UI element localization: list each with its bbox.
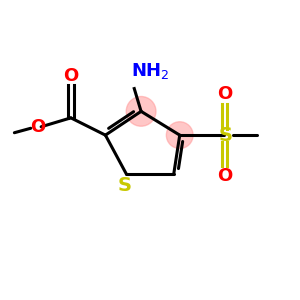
Text: S: S: [219, 126, 233, 145]
Circle shape: [126, 97, 156, 126]
Text: S: S: [118, 176, 132, 195]
Text: O: O: [217, 85, 232, 103]
Text: NH$_2$: NH$_2$: [131, 61, 169, 81]
Text: O: O: [63, 67, 79, 85]
Text: O: O: [31, 118, 46, 136]
Text: O: O: [217, 167, 232, 185]
Circle shape: [166, 122, 193, 148]
